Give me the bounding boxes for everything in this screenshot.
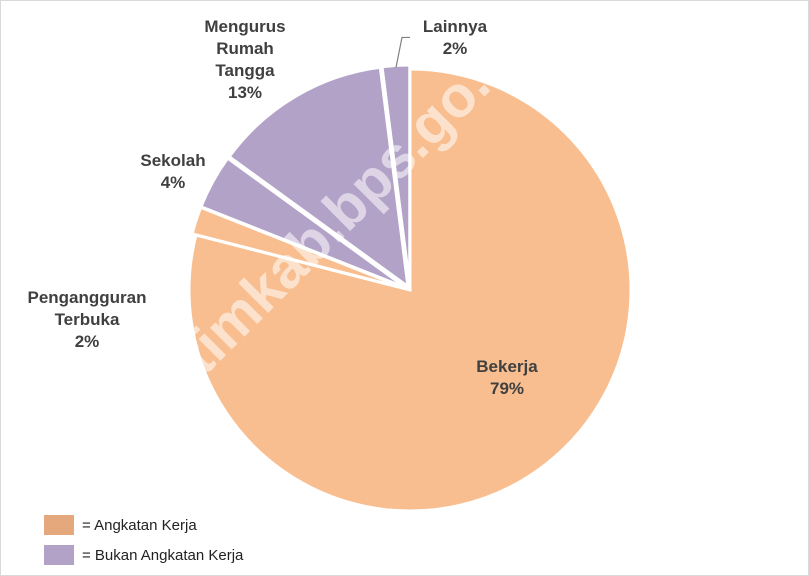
category-label: Sekolah xyxy=(140,151,206,170)
value-label: 13% xyxy=(227,83,263,102)
legend-swatch xyxy=(44,545,74,565)
pie-slice xyxy=(227,65,410,290)
data-label: Sekolah 4% xyxy=(118,150,228,194)
legend-item: = Bukan Angkatan Kerja xyxy=(44,545,243,565)
data-label: Pengangguran Terbuka 2% xyxy=(12,287,162,353)
legend-item: = Angkatan Kerja xyxy=(44,515,197,535)
value-label: 4% xyxy=(160,173,186,192)
category-label: Bekerja xyxy=(476,357,538,376)
pie-slice xyxy=(199,156,408,290)
legend-label: = Angkatan Kerja xyxy=(82,516,197,534)
pie-slice xyxy=(187,67,633,513)
value-label: 2% xyxy=(74,332,100,351)
data-label: Bekerja 79% xyxy=(462,356,552,400)
value-label: 79% xyxy=(489,379,525,398)
category-label: Mengurus Rumah Tangga xyxy=(204,17,286,80)
data-label: Mengurus Rumah Tangga 13% xyxy=(190,16,300,104)
value-label: 2% xyxy=(442,39,468,58)
legend-label: = Bukan Angkatan Kerja xyxy=(82,546,244,564)
legend-swatch xyxy=(44,515,74,535)
category-label: Lainnya xyxy=(422,17,488,36)
data-label: Lainnya 2% xyxy=(400,16,510,60)
category-label: Pengangguran Terbuka xyxy=(27,288,147,329)
leader-line xyxy=(395,36,410,68)
